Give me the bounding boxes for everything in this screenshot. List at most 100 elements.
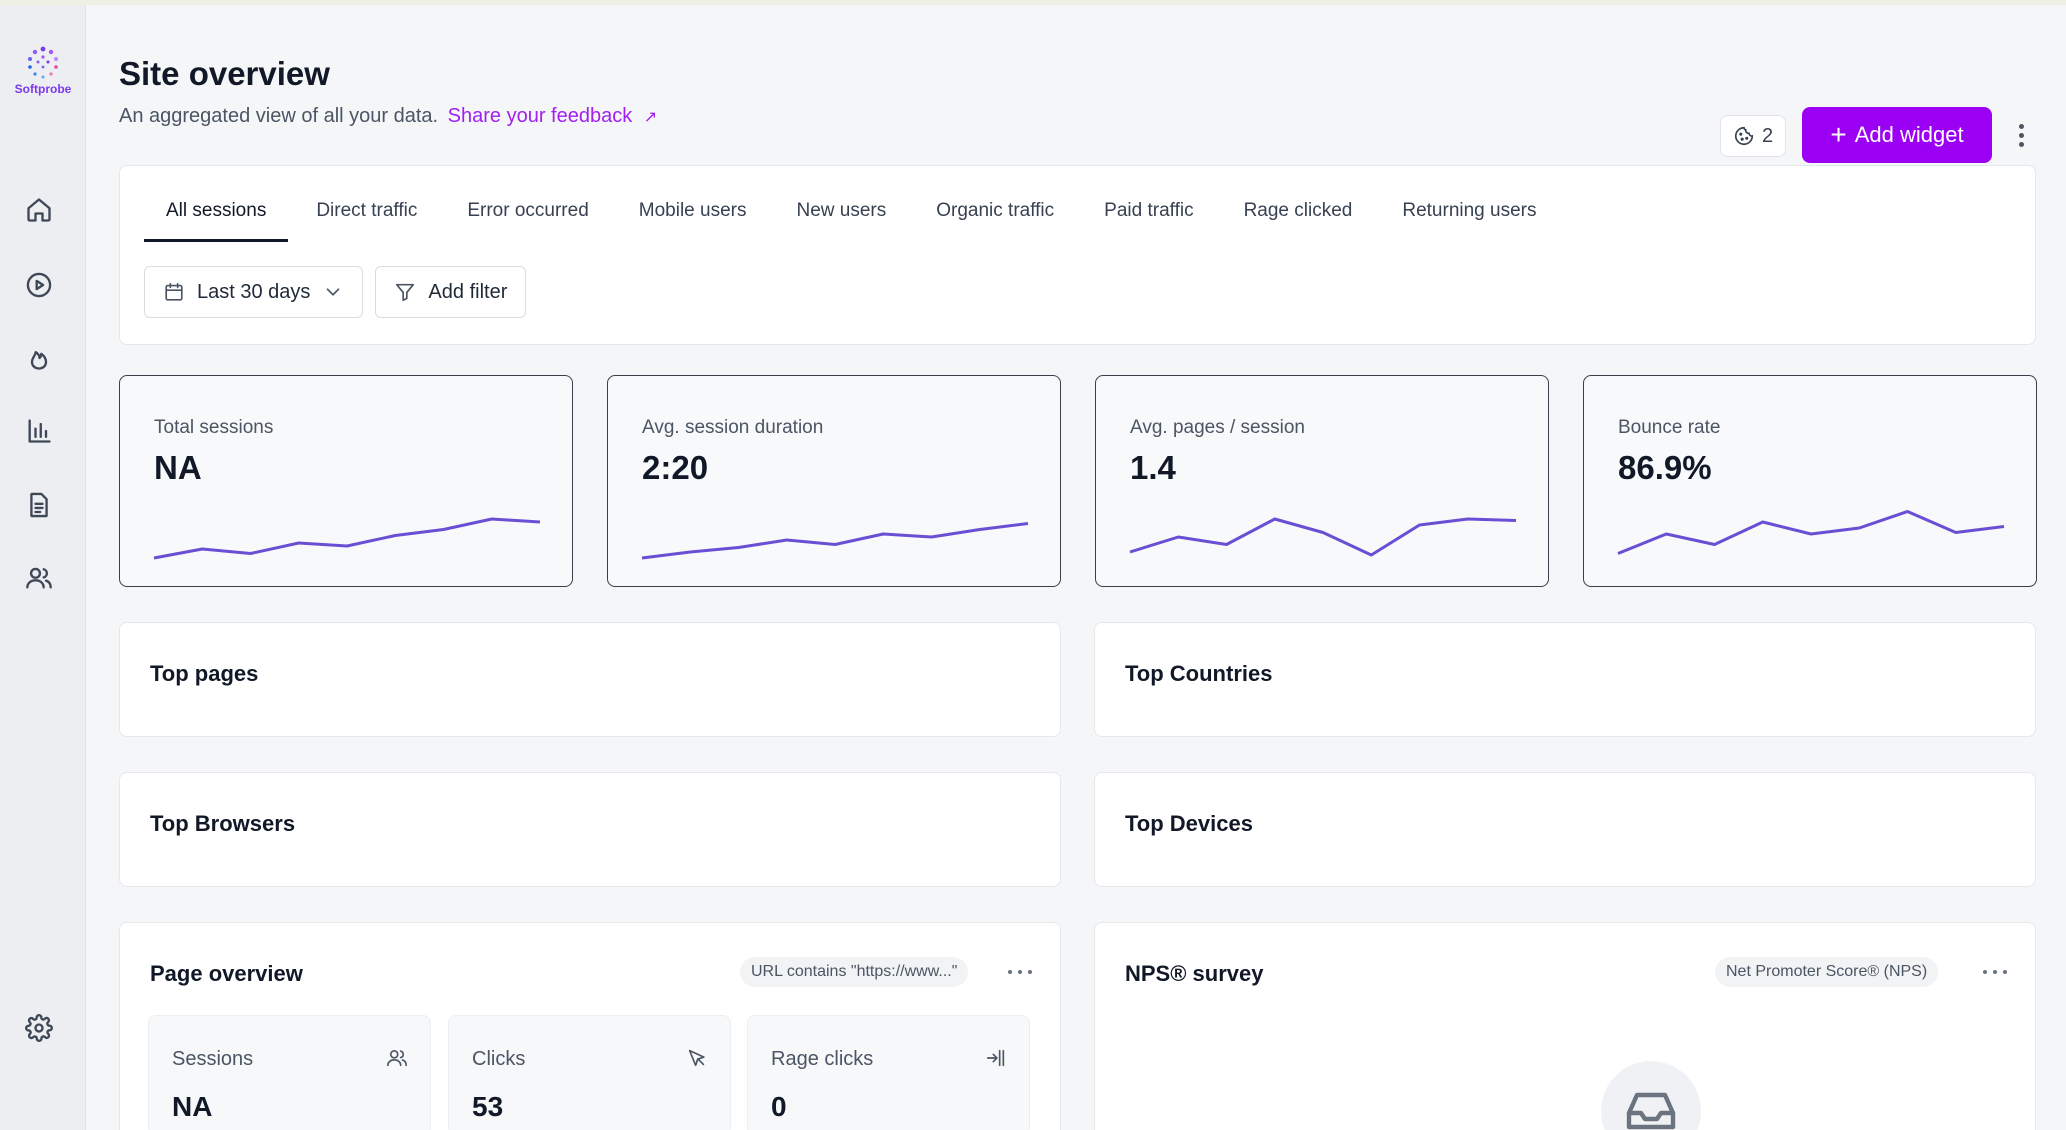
widget-menu-icon[interactable] (1008, 967, 1032, 977)
metric-card-bounce-rate[interactable]: Bounce rate 86.9% (1583, 375, 2037, 587)
empty-state (1601, 1061, 1701, 1130)
sidebar: Softprobe (0, 5, 86, 1130)
sidebar-item-heatmaps[interactable] (24, 343, 54, 373)
stat-label: Rage clicks (771, 1048, 874, 1070)
sparkline-chart (1617, 510, 2005, 555)
sparkline-series (153, 517, 541, 560)
page-subtitle: An aggregated view of all your data. Sha… (119, 105, 657, 128)
sparkline-series (1129, 517, 1517, 557)
tab-paid-traffic[interactable]: Paid traffic (1104, 200, 1194, 221)
sparkline-series (1617, 510, 2005, 555)
date-range-label: Last 30 days (197, 280, 311, 303)
page-title: Site overview (119, 55, 330, 92)
subtitle-text: An aggregated view of all your data. (119, 105, 439, 127)
metric-value: 1.4 (1130, 449, 1176, 486)
add-filter-button[interactable]: Add filter (375, 266, 527, 318)
metric-label: Avg. session duration (642, 417, 824, 438)
sidebar-item-reports[interactable] (24, 490, 54, 520)
tab-mobile-users[interactable]: Mobile users (638, 200, 747, 221)
sparkline-chart (153, 517, 541, 560)
stat-card-sessions: Sessions NA (148, 1015, 431, 1130)
cursor-icon (688, 1049, 705, 1067)
add-filter-label: Add filter (428, 280, 508, 303)
top-pages-widget: Top pages (119, 622, 1061, 737)
tab-returning-users[interactable]: Returning users (1402, 200, 1537, 221)
sparkline-chart (641, 522, 1029, 560)
stat-card-clicks: Clicks 53 (448, 1015, 731, 1130)
metric-value: 86.9% (1618, 449, 1712, 486)
stat-value: 0 (771, 1091, 787, 1122)
widget-title: NPS® survey (1125, 961, 1264, 986)
metric-label: Avg. pages / session (1130, 417, 1305, 438)
sidebar-item-settings[interactable] (24, 1013, 54, 1043)
sparkline-chart (1129, 517, 1517, 557)
filter-icon (396, 283, 415, 302)
users-icon (26, 567, 52, 589)
stat-label: Sessions (172, 1048, 254, 1070)
sidebar-item-home[interactable] (24, 195, 54, 225)
plus-icon: + (1830, 119, 1847, 150)
segments-panel: All sessions Direct traffic Error occurr… (119, 165, 2036, 345)
cookie-counter-button[interactable]: 2 (1720, 115, 1786, 157)
top-devices-widget: Top Devices (1094, 772, 2036, 887)
nps-type-tag[interactable]: Net Promoter Score® (NPS) (1715, 957, 1939, 987)
top-border (0, 0, 2066, 5)
date-range-dropdown[interactable]: Last 30 days (144, 266, 364, 318)
metric-card-total-sessions[interactable]: Total sessions NA (119, 375, 573, 587)
sidebar-item-users[interactable] (24, 563, 54, 593)
tab-all-sessions[interactable]: All sessions (144, 194, 289, 242)
add-widget-button[interactable]: + Add widget (1802, 107, 1992, 163)
more-options-icon[interactable] (2011, 120, 2031, 150)
chevron-down-icon (327, 288, 340, 296)
top-countries-widget: Top Countries (1094, 622, 2036, 737)
url-filter-tag[interactable]: URL contains "https://www..." (740, 957, 969, 987)
metric-value: 2:20 (642, 449, 709, 486)
tab-rage-clicked[interactable]: Rage clicked (1243, 200, 1353, 221)
counter-value: 2 (1761, 124, 1774, 147)
tab-organic-traffic[interactable]: Organic traffic (936, 200, 1055, 221)
widget-menu-icon[interactable] (1983, 967, 2007, 977)
document-icon (30, 492, 48, 518)
external-arrow-icon[interactable]: ↗ (643, 109, 658, 126)
play-circle-icon (26, 272, 52, 298)
widget-title: Top Browsers (150, 811, 296, 836)
stat-value: NA (172, 1091, 213, 1122)
rage-click-icon (986, 1049, 1005, 1067)
feedback-link[interactable]: Share your feedback (447, 105, 633, 127)
widget-title: Top Devices (1125, 811, 1253, 836)
filter-row: Last 30 days Add filter (144, 266, 527, 318)
metric-value: NA (154, 449, 202, 486)
stat-label: Clicks (472, 1048, 526, 1070)
main-content: Site overview An aggregated view of all … (86, 5, 2066, 1130)
stat-card-rage-clicks: Rage clicks 0 (747, 1015, 1030, 1130)
widget-title: Page overview (150, 961, 303, 986)
metric-label: Total sessions (154, 417, 274, 438)
users-icon (387, 1050, 407, 1067)
logo-text: Softprobe (14, 82, 72, 96)
dotted-circle-logo-icon (28, 46, 58, 79)
app-logo[interactable]: Softprobe (6, 45, 80, 105)
widget-title: Top pages (150, 661, 259, 686)
widget-title: Top Countries (1125, 661, 1273, 686)
bar-chart-icon (28, 419, 51, 443)
flame-icon (30, 351, 48, 370)
add-widget-label: Add widget (1854, 122, 1964, 147)
stat-value: 53 (472, 1091, 504, 1122)
cookie-icon (1734, 126, 1754, 146)
metric-label: Bounce rate (1618, 417, 1721, 438)
nps-survey-widget: NPS® survey Net Promoter Score® (NPS) (1094, 922, 2036, 1130)
top-browsers-widget: Top Browsers (119, 772, 1061, 887)
sparkline-series (641, 522, 1029, 560)
sidebar-item-recordings[interactable] (24, 270, 54, 300)
gear-icon (25, 1014, 53, 1042)
metric-card-avg-session-duration[interactable]: Avg. session duration 2:20 (607, 375, 1061, 587)
inbox-icon (1626, 1092, 1676, 1130)
tab-new-users[interactable]: New users (796, 200, 887, 221)
calendar-icon (165, 282, 183, 301)
home-icon (27, 198, 51, 222)
tab-direct-traffic[interactable]: Direct traffic (316, 200, 418, 221)
segment-tabs: All sessions Direct traffic Error occurr… (144, 194, 1564, 242)
tab-error-occurred[interactable]: Error occurred (467, 200, 589, 221)
metric-card-avg-pages-per-session[interactable]: Avg. pages / session 1.4 (1095, 375, 1549, 587)
sidebar-item-analytics[interactable] (24, 416, 54, 446)
